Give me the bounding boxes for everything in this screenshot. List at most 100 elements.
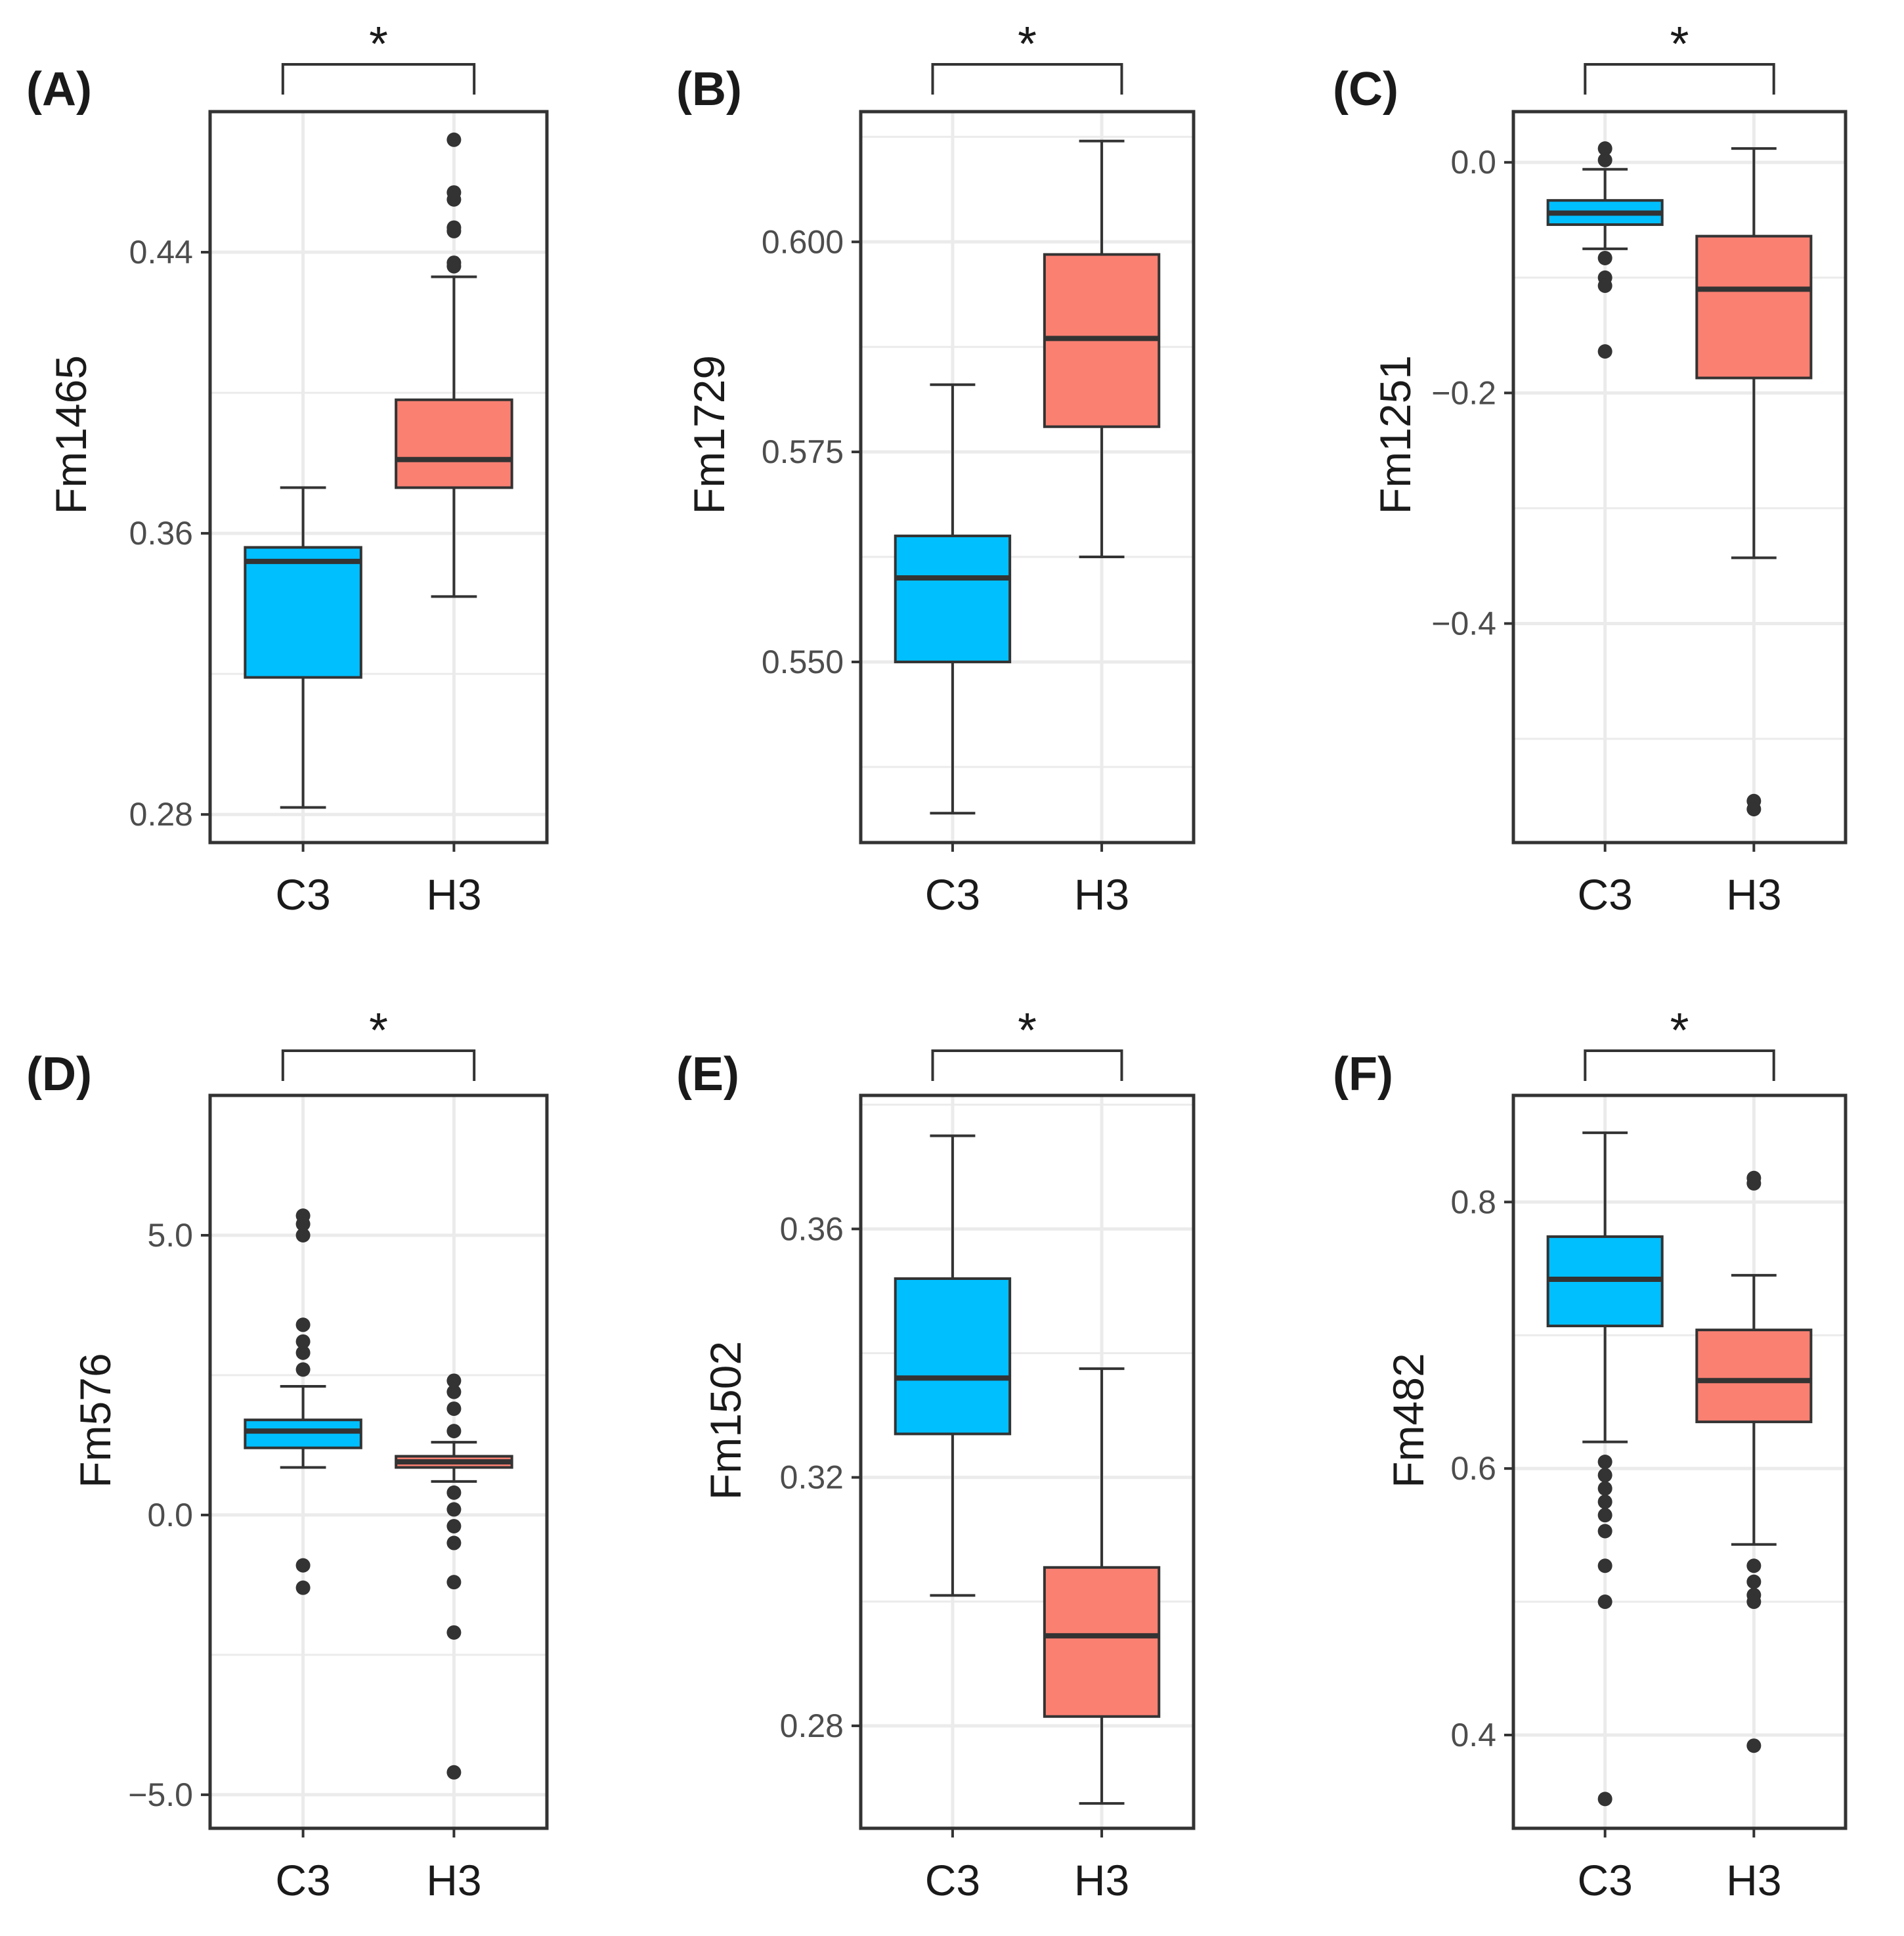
box-h3 [1043, 1367, 1161, 1805]
outlier-point [446, 220, 462, 235]
panel-label: (F) [1333, 1048, 1393, 1101]
panel-label: (C) [1333, 63, 1398, 116]
outlier-point [446, 1401, 462, 1417]
significance-star: * [369, 16, 388, 71]
panel-label: (A) [26, 63, 92, 116]
outlier-point [1746, 1738, 1762, 1753]
x-tick-label-c3: C3 [275, 870, 330, 919]
outlier-point [1597, 250, 1612, 265]
outlier-point [446, 1384, 462, 1399]
panel-border [1511, 110, 1848, 845]
outlier-point [446, 1373, 462, 1388]
x-tick-label-h3: H3 [1074, 1856, 1129, 1904]
significance-star: * [1670, 1003, 1689, 1057]
panel-border [208, 110, 549, 845]
y-tick-label: −5.0 [128, 1776, 193, 1813]
chart-panel-c: −0.4 −0.2 0.0 C3 H3 Fm1251 (C) * [1333, 16, 1848, 919]
outlier-point [446, 1485, 462, 1500]
box-h3 [1043, 139, 1161, 559]
box-c3 [894, 1134, 1012, 1597]
box-h3 [1695, 1170, 1813, 1753]
y-tick-label: 0.575 [762, 433, 844, 470]
x-tick-label-c3: C3 [1577, 1856, 1632, 1904]
panel-label: (B) [676, 63, 742, 116]
outlier-point [1597, 1595, 1612, 1610]
y-axis-label: Fm1729 [685, 355, 733, 514]
y-axis-label: Fm576 [71, 1353, 119, 1487]
outlier-point [446, 185, 462, 200]
y-tick-label: 0.4 [1450, 1717, 1496, 1753]
outlier-point [295, 1580, 311, 1595]
outlier-point [295, 1317, 311, 1332]
y-tick-label: 0.28 [129, 796, 193, 833]
y-tick-label: 0.36 [780, 1210, 844, 1247]
chart-panel-f: 0.4 0.6 0.8 C3 H3 Fm482 (F) * [1333, 1003, 1848, 1904]
outlier-point [1597, 278, 1612, 294]
iqr-box [244, 1419, 362, 1449]
outlier-point [1746, 1574, 1762, 1589]
y-tick-label: 0.6 [1450, 1450, 1496, 1487]
y-tick-label: 0.0 [147, 1497, 193, 1533]
x-tick-label-c3: C3 [925, 870, 980, 919]
outlier-point [1746, 802, 1762, 817]
significance-star: * [1018, 16, 1037, 71]
outlier-point [446, 132, 462, 147]
iqr-box [1695, 1329, 1813, 1424]
box-c3 [1546, 141, 1664, 359]
y-tick-label: 0.8 [1450, 1183, 1496, 1220]
outlier-point [446, 1518, 462, 1533]
outlier-point [1597, 344, 1612, 359]
box-c3 [894, 383, 1012, 815]
significance-bracket [1584, 1049, 1775, 1081]
outlier-point [446, 1424, 462, 1439]
x-tick-label-h3: H3 [426, 870, 481, 919]
outlier-point [1597, 1468, 1612, 1483]
box-c3 [244, 486, 362, 809]
significance-star: * [369, 1003, 388, 1057]
significance-bracket [931, 1049, 1123, 1081]
significance-star: * [1018, 1003, 1037, 1057]
outlier-point [1746, 1595, 1762, 1610]
outlier-point [1597, 1508, 1612, 1523]
iqr-box [244, 546, 362, 679]
iqr-box [894, 1277, 1012, 1436]
y-tick-label: 0.44 [129, 234, 193, 271]
box-h3 [395, 1373, 513, 1780]
outlier-point [1746, 1558, 1762, 1573]
significance-bracket [281, 63, 476, 95]
panel-border [1511, 1093, 1848, 1830]
outlier-point [1597, 1455, 1612, 1469]
iqr-box [894, 535, 1012, 663]
panel-border [208, 1093, 549, 1830]
y-axis-label: Fm1502 [701, 1341, 750, 1500]
outlier-point [295, 1345, 311, 1360]
outlier-point [1597, 1558, 1612, 1573]
y-tick-label: 0.28 [780, 1707, 844, 1744]
outlier-point [446, 1502, 462, 1517]
y-axis-label: Fm482 [1384, 1353, 1433, 1487]
outlier-point [295, 1227, 311, 1243]
significance-bracket [1584, 63, 1775, 95]
outlier-point [446, 1535, 462, 1551]
y-tick-label: 0.600 [762, 223, 844, 260]
panel-border [859, 1093, 1196, 1830]
outlier-point [295, 1558, 311, 1573]
y-axis-label: Fm1465 [47, 355, 95, 514]
significance-bracket [281, 1049, 476, 1081]
y-tick-label: 0.0 [1450, 144, 1496, 181]
outlier-point [1597, 1524, 1612, 1539]
x-tick-label-c3: C3 [925, 1856, 980, 1904]
y-tick-label: −0.2 [1431, 374, 1496, 411]
box-h3 [1695, 147, 1813, 817]
outlier-point [1746, 1170, 1762, 1185]
outlier-point [1597, 152, 1612, 167]
chart-panel-e: 0.28 0.32 0.36 C3 H3 Fm1502 (E) * [676, 1003, 1196, 1904]
y-tick-label: 0.550 [762, 644, 844, 680]
iqr-box [1695, 234, 1813, 380]
x-tick-label-c3: C3 [275, 1856, 330, 1904]
significance-bracket [931, 63, 1123, 95]
x-tick-label-h3: H3 [1726, 870, 1781, 919]
outlier-point [295, 1334, 311, 1349]
iqr-box [1043, 1566, 1161, 1718]
